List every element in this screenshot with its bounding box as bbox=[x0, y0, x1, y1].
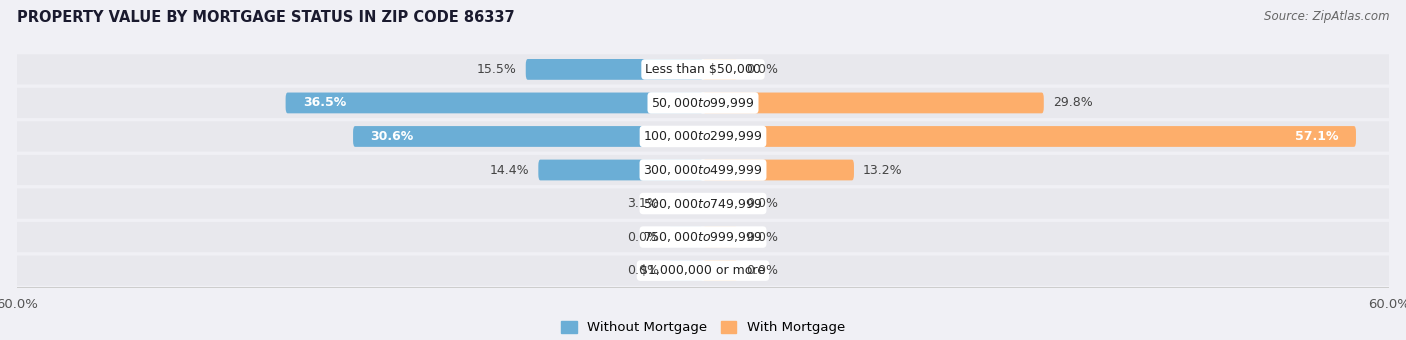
FancyBboxPatch shape bbox=[703, 126, 1355, 147]
Text: 36.5%: 36.5% bbox=[302, 97, 346, 109]
Text: $100,000 to $299,999: $100,000 to $299,999 bbox=[644, 130, 762, 143]
Text: PROPERTY VALUE BY MORTGAGE STATUS IN ZIP CODE 86337: PROPERTY VALUE BY MORTGAGE STATUS IN ZIP… bbox=[17, 10, 515, 25]
FancyBboxPatch shape bbox=[11, 88, 1395, 118]
FancyBboxPatch shape bbox=[703, 227, 737, 248]
FancyBboxPatch shape bbox=[353, 126, 703, 147]
Text: 29.8%: 29.8% bbox=[1053, 97, 1092, 109]
FancyBboxPatch shape bbox=[11, 54, 1395, 84]
FancyBboxPatch shape bbox=[668, 193, 703, 214]
Text: 0.0%: 0.0% bbox=[627, 231, 659, 243]
Text: Less than $50,000: Less than $50,000 bbox=[645, 63, 761, 76]
FancyBboxPatch shape bbox=[11, 188, 1395, 219]
FancyBboxPatch shape bbox=[538, 159, 703, 181]
Text: $1,000,000 or more: $1,000,000 or more bbox=[641, 264, 765, 277]
FancyBboxPatch shape bbox=[11, 121, 1395, 152]
Text: $500,000 to $749,999: $500,000 to $749,999 bbox=[644, 197, 762, 210]
Text: $50,000 to $99,999: $50,000 to $99,999 bbox=[651, 96, 755, 110]
FancyBboxPatch shape bbox=[703, 193, 737, 214]
FancyBboxPatch shape bbox=[703, 260, 737, 281]
FancyBboxPatch shape bbox=[703, 92, 1043, 113]
Text: 0.0%: 0.0% bbox=[747, 63, 779, 76]
Text: 13.2%: 13.2% bbox=[863, 164, 903, 176]
FancyBboxPatch shape bbox=[703, 159, 853, 181]
Text: 0.0%: 0.0% bbox=[747, 264, 779, 277]
Text: 30.6%: 30.6% bbox=[370, 130, 413, 143]
Text: $750,000 to $999,999: $750,000 to $999,999 bbox=[644, 230, 762, 244]
Text: $300,000 to $499,999: $300,000 to $499,999 bbox=[644, 163, 762, 177]
FancyBboxPatch shape bbox=[669, 260, 703, 281]
FancyBboxPatch shape bbox=[703, 59, 737, 80]
FancyBboxPatch shape bbox=[285, 92, 703, 113]
Text: 57.1%: 57.1% bbox=[1295, 130, 1339, 143]
Text: 0.0%: 0.0% bbox=[747, 231, 779, 243]
Text: 0.0%: 0.0% bbox=[627, 264, 659, 277]
Text: Source: ZipAtlas.com: Source: ZipAtlas.com bbox=[1264, 10, 1389, 23]
FancyBboxPatch shape bbox=[526, 59, 703, 80]
FancyBboxPatch shape bbox=[11, 222, 1395, 252]
Text: 15.5%: 15.5% bbox=[477, 63, 516, 76]
FancyBboxPatch shape bbox=[669, 227, 703, 248]
Legend: Without Mortgage, With Mortgage: Without Mortgage, With Mortgage bbox=[555, 316, 851, 340]
Text: 0.0%: 0.0% bbox=[747, 197, 779, 210]
FancyBboxPatch shape bbox=[11, 155, 1395, 185]
Text: 14.4%: 14.4% bbox=[489, 164, 529, 176]
Text: 3.1%: 3.1% bbox=[627, 197, 658, 210]
FancyBboxPatch shape bbox=[11, 256, 1395, 286]
